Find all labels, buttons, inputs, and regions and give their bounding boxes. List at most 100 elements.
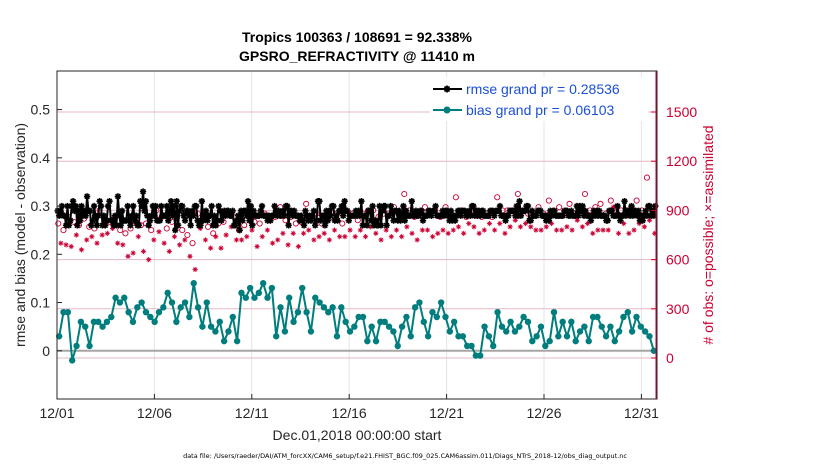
rmse-data-point <box>559 212 567 219</box>
possible-count-marker <box>581 190 589 198</box>
rmse-data-point <box>163 202 171 210</box>
rmse-data-point <box>216 207 224 215</box>
rmse-data-point <box>275 207 283 215</box>
data-file-footer: data file: /Users/raeder/DAI/ATM_forcXX/… <box>183 452 627 460</box>
y-tick-label-left: 0.2 <box>31 246 51 262</box>
assimilated-count-marker <box>430 234 436 240</box>
y-tick-label-right: 0 <box>666 350 674 366</box>
bias-data-point <box>272 333 280 340</box>
x-tick-label: 12/11 <box>235 405 269 421</box>
bias-data-point <box>199 323 206 330</box>
rmse-data-point <box>188 207 196 215</box>
assimilated-count-marker <box>615 230 622 236</box>
bias-data-point <box>246 284 254 292</box>
rmse-data-point <box>114 193 122 200</box>
rmse-data-point <box>358 198 365 205</box>
assimilated-count-marker <box>347 227 353 233</box>
rmse-data-point <box>387 202 394 210</box>
assimilated-count-marker <box>569 227 575 233</box>
assimilated-count-marker <box>533 227 539 233</box>
assimilated-count-marker <box>404 224 410 230</box>
assimilated-count-marker <box>264 227 271 233</box>
rmse-data-point <box>379 207 386 215</box>
assimilated-count-marker <box>445 230 451 236</box>
rmse-data-point <box>383 222 390 229</box>
assimilated-count-marker <box>383 227 389 233</box>
rmse-data-point <box>67 217 74 224</box>
assimilated-count-marker <box>171 234 178 240</box>
assimilated-count-marker <box>574 217 580 223</box>
rmse-data-point <box>111 212 119 219</box>
assimilated-count-marker <box>486 220 493 227</box>
rmse-data-point <box>186 212 193 219</box>
assimilated-count-marker <box>140 248 147 254</box>
rmse-data-point <box>291 207 298 215</box>
bias-data-point <box>381 318 388 326</box>
rmse-data-point <box>643 212 651 219</box>
rmse-data-point <box>104 202 112 210</box>
rmse-data-point <box>225 207 232 215</box>
rmse-data-point <box>298 212 305 219</box>
bias-data-point <box>155 308 163 316</box>
bias-data-point <box>364 337 371 345</box>
assimilated-count-marker <box>528 224 534 230</box>
rmse-data-point <box>629 212 637 219</box>
rmse-data-point <box>397 217 404 224</box>
rmse-data-point <box>86 207 94 215</box>
bias-data-point <box>524 318 532 326</box>
bias-data-point <box>494 308 501 316</box>
rmse-data-point <box>128 212 136 219</box>
left-axis-ticks: 0 0.1 0.2 0.3 0.4 0.5 <box>31 102 62 359</box>
rmse-data-point <box>601 212 609 219</box>
assimilated-count-marker <box>192 266 198 273</box>
rmse-data-point <box>579 202 586 210</box>
bias-data-point <box>112 294 119 301</box>
rmse-data-point <box>326 207 333 215</box>
rmse-data-point <box>457 212 464 219</box>
rmse-data-point <box>551 207 558 215</box>
possible-count-marker <box>566 200 573 207</box>
legend-rmse-asterisk <box>443 85 451 93</box>
rmse-data-point <box>244 198 252 205</box>
assimilated-count-marker <box>357 227 363 233</box>
bias-data-point <box>138 299 145 306</box>
bias-data-point <box>411 304 419 311</box>
assimilated-count-marker <box>605 227 611 233</box>
rmse-data-point <box>300 222 308 229</box>
rmse-data-point <box>113 222 120 229</box>
rmse-data-point <box>96 198 103 205</box>
rmse-data-point <box>207 212 214 219</box>
rmse-data-point <box>356 212 364 219</box>
chart-title-line1: Tropics 100363 / 108691 = 92.338% <box>242 29 473 45</box>
bias-data-point <box>628 328 636 335</box>
bias-data-point <box>368 323 375 330</box>
rmse-data-point <box>408 198 415 205</box>
bias-data-point <box>238 289 245 297</box>
y-tick-label-right: 600 <box>666 252 690 268</box>
assimilated-count-marker <box>523 220 529 227</box>
rmse-data-point <box>310 207 318 215</box>
bias-data-point <box>550 308 558 316</box>
rmse-data-point <box>309 212 316 219</box>
assimilated-count-marker <box>218 245 224 251</box>
rmse-data-point <box>109 217 116 224</box>
bias-data-point <box>207 323 215 330</box>
rmse-data-point <box>131 217 138 224</box>
rmse-data-point <box>307 217 315 224</box>
rmse-data-point <box>401 217 408 224</box>
bias-data-point <box>481 323 488 330</box>
bias-data-point <box>268 284 276 292</box>
rmse-data-point <box>345 217 353 224</box>
rmse-data-point <box>233 217 241 224</box>
rmse-data-point <box>477 212 484 219</box>
rmse-data-point <box>176 207 183 215</box>
rmse-data-point <box>320 212 327 219</box>
assimilated-count-marker <box>115 240 121 246</box>
bias-data-point <box>533 333 540 340</box>
rmse-data-point <box>174 222 182 229</box>
rmse-data-point <box>68 202 75 210</box>
assimilated-count-marker <box>378 237 384 243</box>
assimilated-count-marker <box>269 240 276 246</box>
rmse-data-point <box>222 212 229 219</box>
rmse-data-point <box>242 207 249 215</box>
